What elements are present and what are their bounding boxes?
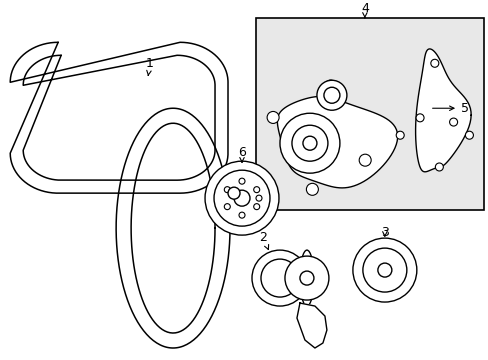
- Circle shape: [253, 187, 259, 193]
- Circle shape: [323, 87, 339, 103]
- Circle shape: [285, 256, 328, 300]
- Circle shape: [430, 59, 438, 67]
- Circle shape: [266, 112, 279, 123]
- Text: 1: 1: [146, 57, 154, 76]
- Ellipse shape: [261, 259, 298, 297]
- Circle shape: [448, 118, 457, 126]
- Ellipse shape: [299, 250, 313, 306]
- Text: 4: 4: [360, 2, 368, 18]
- Circle shape: [415, 114, 423, 122]
- Circle shape: [303, 136, 316, 150]
- Circle shape: [280, 113, 339, 173]
- Circle shape: [224, 187, 230, 193]
- Circle shape: [234, 190, 249, 206]
- Circle shape: [227, 187, 240, 199]
- Circle shape: [395, 131, 404, 139]
- Ellipse shape: [251, 250, 307, 306]
- Circle shape: [359, 154, 370, 166]
- Circle shape: [299, 271, 313, 285]
- Text: 2: 2: [259, 231, 268, 249]
- Circle shape: [239, 178, 244, 184]
- FancyBboxPatch shape: [255, 18, 483, 210]
- Circle shape: [253, 204, 259, 210]
- Circle shape: [204, 161, 278, 235]
- Circle shape: [291, 125, 327, 161]
- Circle shape: [352, 238, 416, 302]
- Polygon shape: [296, 303, 326, 348]
- Circle shape: [316, 80, 346, 110]
- Circle shape: [224, 204, 230, 210]
- Circle shape: [239, 212, 244, 218]
- Circle shape: [214, 170, 269, 226]
- Text: 3: 3: [380, 226, 388, 239]
- Polygon shape: [415, 49, 470, 172]
- Text: 6: 6: [238, 146, 245, 162]
- Circle shape: [465, 131, 472, 139]
- Circle shape: [434, 163, 443, 171]
- Polygon shape: [277, 96, 397, 188]
- Circle shape: [362, 248, 406, 292]
- Circle shape: [255, 195, 262, 201]
- Circle shape: [377, 263, 391, 277]
- Circle shape: [306, 183, 318, 195]
- Circle shape: [324, 80, 336, 92]
- Text: 5: 5: [432, 102, 468, 115]
